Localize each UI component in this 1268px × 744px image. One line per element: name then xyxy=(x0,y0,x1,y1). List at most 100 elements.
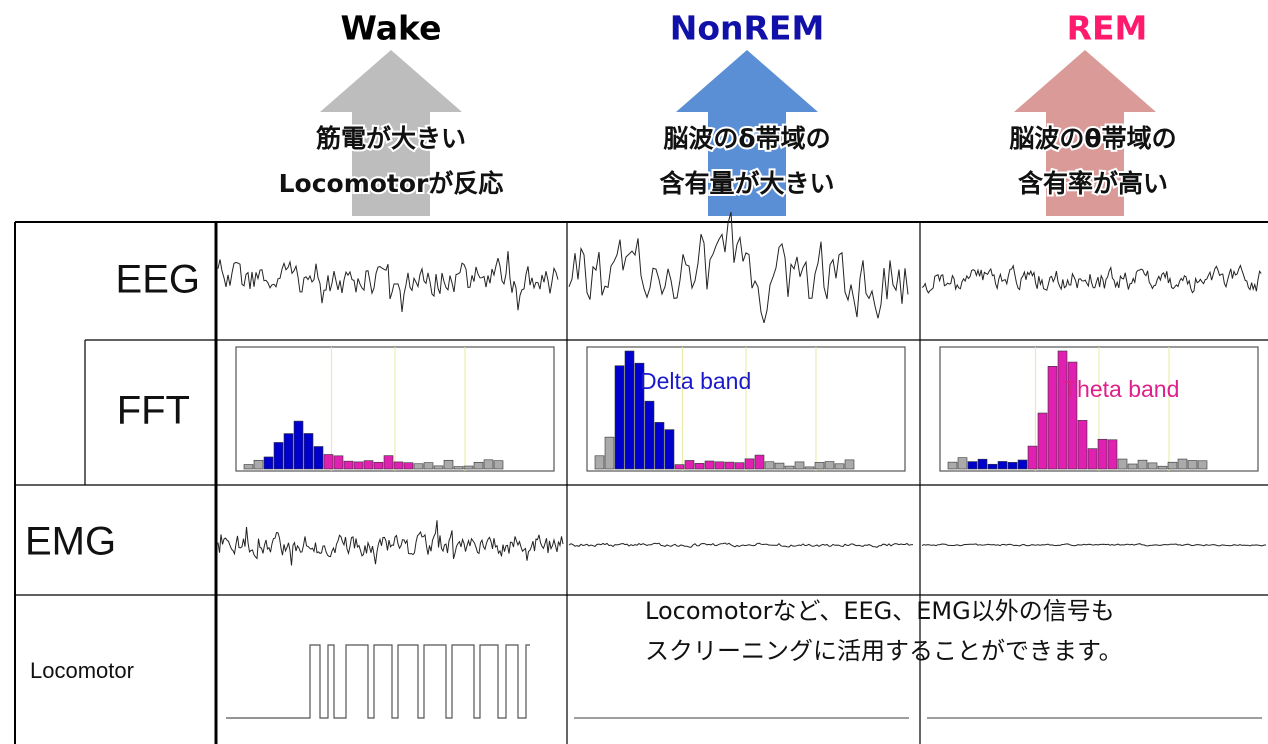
fft-bar xyxy=(674,464,685,470)
locomotor-trace xyxy=(226,644,530,719)
band-label: Theta band xyxy=(1063,376,1179,402)
fft-bar xyxy=(1007,462,1018,470)
fft-bar xyxy=(754,454,765,470)
fft-bar xyxy=(253,459,264,470)
fft-bar xyxy=(283,433,294,470)
fft-bar xyxy=(373,461,384,470)
fft-bar xyxy=(343,460,354,470)
row-label: EEG xyxy=(116,258,200,302)
emg-trace xyxy=(568,542,914,548)
fft-bar xyxy=(323,454,334,470)
column-title: Wake xyxy=(341,9,442,48)
fft-bar xyxy=(493,460,504,470)
fft-bar xyxy=(1127,463,1138,470)
fft-bar xyxy=(644,400,655,470)
column-title: NonREM xyxy=(670,9,825,48)
fft-bar xyxy=(303,433,314,470)
fft-bar xyxy=(977,458,988,470)
fft-bar xyxy=(403,462,414,470)
fft-bar xyxy=(353,461,364,470)
emg-trace xyxy=(921,543,1267,547)
fft-bar xyxy=(664,429,675,470)
fft-bar xyxy=(624,350,635,470)
description: 脳波のδ帯域の xyxy=(663,124,830,153)
fft-bar xyxy=(844,459,855,470)
fft-bar xyxy=(1187,460,1198,470)
fft-bar xyxy=(774,462,785,470)
fft-bar xyxy=(634,362,645,470)
fft-bar xyxy=(714,461,725,470)
fft-bar xyxy=(463,465,474,470)
fft-bar xyxy=(957,457,968,470)
fft-bar xyxy=(1067,361,1078,470)
fft-bar xyxy=(684,460,695,470)
fft-bar xyxy=(1017,459,1028,470)
eeg-trace xyxy=(921,264,1262,294)
fft-bar xyxy=(483,459,494,470)
fft-bar xyxy=(393,461,404,470)
fft-bar xyxy=(433,465,444,470)
fft-bar xyxy=(694,463,705,470)
fft-bar xyxy=(764,461,775,470)
row-label: Locomotor xyxy=(30,658,134,683)
fft-bar xyxy=(1077,420,1088,470)
description: 含有量が大きい xyxy=(659,169,834,198)
fft-bar xyxy=(333,455,344,470)
arrows xyxy=(320,50,1156,216)
fft-bar xyxy=(453,466,464,470)
fft-bar xyxy=(263,456,274,470)
fft-bar xyxy=(967,461,978,470)
fft-bar xyxy=(473,461,484,470)
fft-bar xyxy=(1147,462,1158,470)
fft-bar xyxy=(273,442,284,470)
fft-bar xyxy=(293,420,304,470)
fft-bar xyxy=(654,422,665,470)
fft-bar xyxy=(1097,438,1108,470)
fft-bar xyxy=(997,461,1008,470)
fft-bar xyxy=(1057,350,1068,470)
fft-bar xyxy=(784,465,795,470)
fft-bar xyxy=(834,463,845,470)
fft-bar xyxy=(383,455,394,470)
band-label: Delta band xyxy=(640,368,751,394)
fft-bar xyxy=(724,461,735,470)
fft-bar xyxy=(1047,366,1058,470)
note: スクリーニングに活用することができます。 xyxy=(645,637,1123,665)
description: Locomotorが反応 xyxy=(279,169,504,198)
fft-bar xyxy=(1027,445,1038,470)
description: 含有率が高い xyxy=(1018,169,1168,198)
rem-arrow xyxy=(1014,50,1156,216)
fft-bar xyxy=(1167,461,1178,470)
row-label: FFT xyxy=(117,389,190,433)
column-title: REM xyxy=(1067,9,1148,48)
wake-arrow xyxy=(320,50,462,216)
eeg-trace xyxy=(217,251,559,312)
fft-bar xyxy=(794,461,805,470)
fft-bar xyxy=(243,464,254,470)
fft-bar xyxy=(704,460,715,470)
fft-bar xyxy=(1087,448,1098,470)
fft-bar xyxy=(363,460,374,470)
fft-bar xyxy=(987,463,998,470)
fft-bar xyxy=(1157,465,1168,470)
fft-bar xyxy=(604,436,615,470)
fft-bar xyxy=(744,458,755,470)
fft-bar xyxy=(824,461,835,470)
fft-bar xyxy=(1107,439,1118,470)
emg-trace xyxy=(217,520,564,566)
fft-bar xyxy=(947,461,958,470)
fft-bar xyxy=(804,466,815,470)
description: 脳波のθ帯域の xyxy=(1009,124,1176,153)
eeg-trace xyxy=(568,211,909,324)
note: Locomotorなど、EEG、EMG以外の信号も xyxy=(645,597,1115,625)
signals xyxy=(217,211,1267,719)
fft-bar xyxy=(313,446,324,470)
nonrem-arrow xyxy=(676,50,818,216)
fft-bar xyxy=(594,455,605,470)
fft-bar xyxy=(614,365,625,470)
fft-bar xyxy=(734,462,745,470)
fft-bar xyxy=(443,459,454,470)
fft-bar xyxy=(1197,460,1208,470)
fft-bar xyxy=(1137,459,1148,470)
